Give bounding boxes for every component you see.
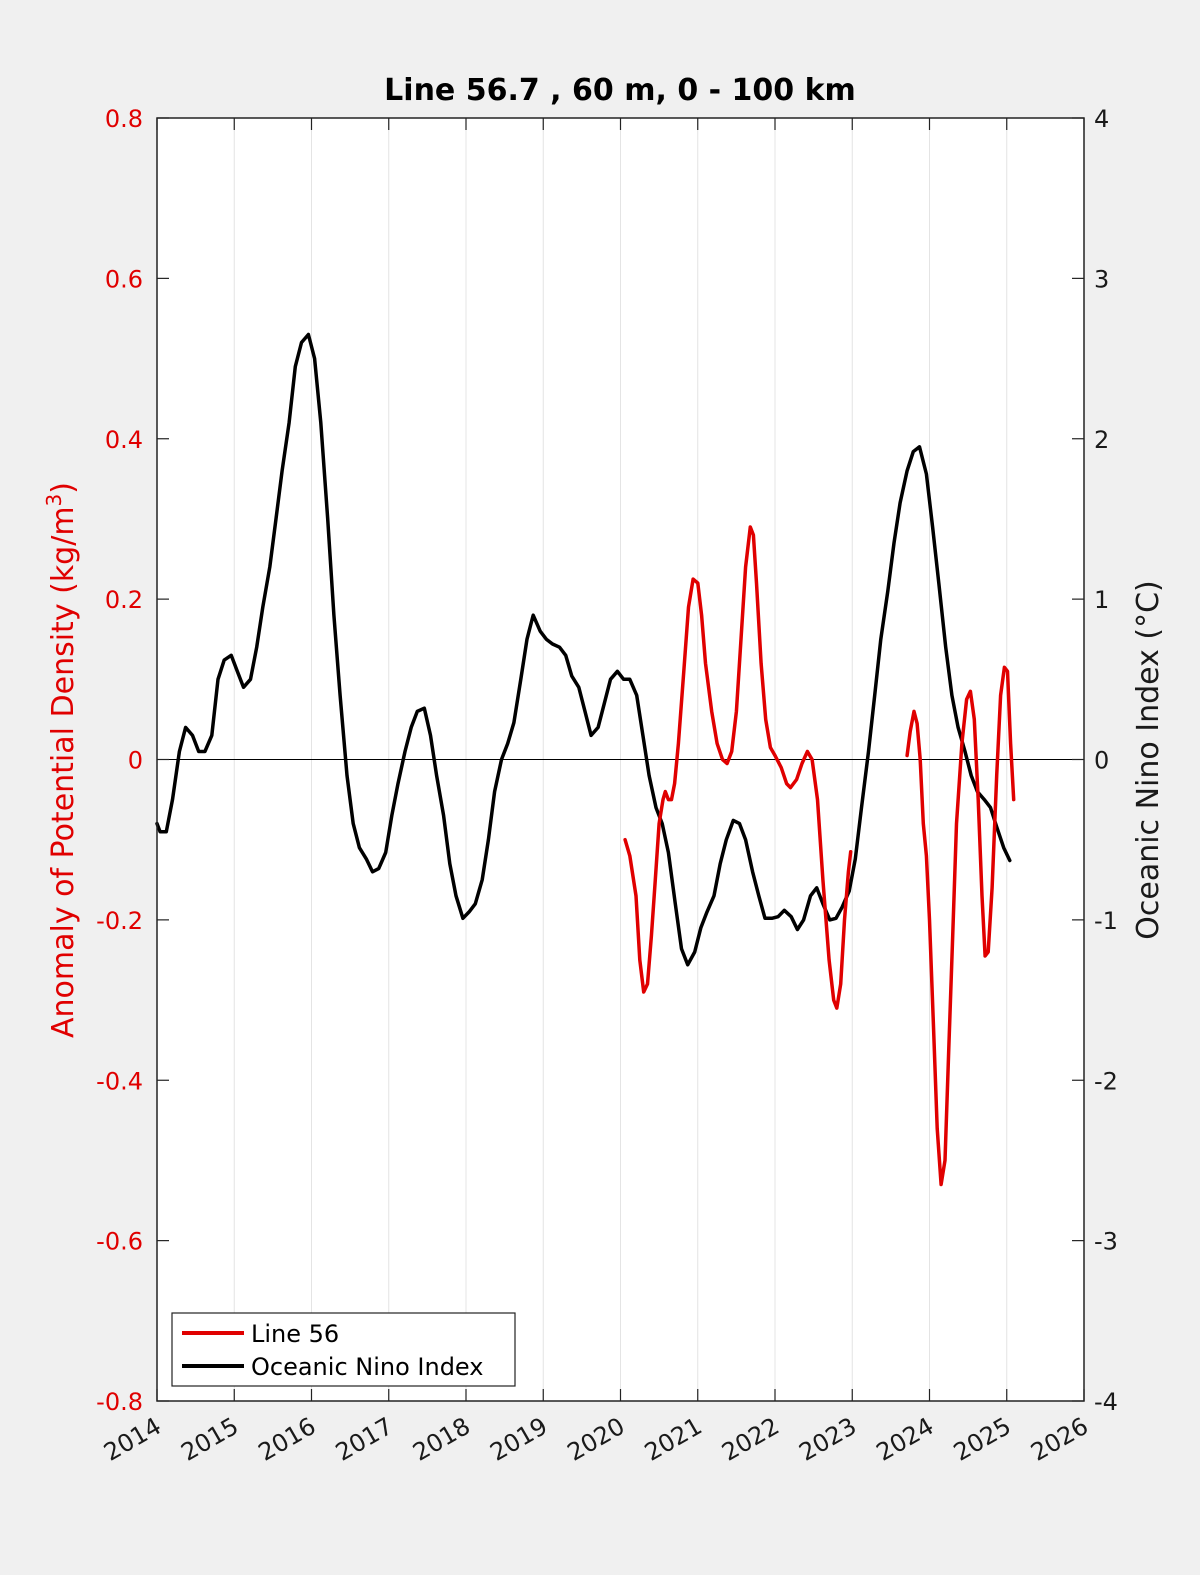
y-left-tick-label: 0	[128, 747, 143, 775]
y-axis-left-label-sup: 3	[42, 494, 66, 507]
x-tick-label: 2017	[331, 1412, 398, 1467]
series-line-line-56	[623, 525, 853, 1010]
x-tick-label: 2014	[99, 1412, 166, 1467]
x-tick-label: 2020	[563, 1412, 630, 1467]
x-tick-label: 2016	[254, 1412, 321, 1467]
y-axis-left-label-end: )	[46, 482, 81, 494]
x-tick-label: 2019	[485, 1412, 552, 1467]
series-line-line-56	[905, 665, 1016, 1187]
legend-box	[171, 1312, 516, 1387]
y-right-tick-label: -2	[1094, 1067, 1118, 1095]
y-right-tick-label: -1	[1094, 907, 1118, 935]
x-tick-label: 2026	[1026, 1412, 1093, 1467]
y-right-tick-label: 4	[1094, 105, 1109, 133]
y-right-tick-label: 1	[1094, 586, 1109, 614]
legend: Line 56 Oceanic Nino Index	[171, 1312, 516, 1387]
y-right-tick-label: 0	[1094, 747, 1109, 775]
x-tick-label: 2018	[408, 1412, 475, 1467]
y-left-tick-label: -0.6	[96, 1228, 143, 1256]
x-tick-label: 2024	[872, 1412, 939, 1467]
y-right-tick-label: -4	[1094, 1388, 1118, 1416]
y-axis-left-label-main: Anomaly of Potential Density (kg/m	[46, 506, 81, 1038]
series-line-oceanic-nino-index	[155, 332, 1012, 967]
y-axis-left-label: Anomaly of Potential Density (kg/m3)	[42, 482, 81, 1038]
legend-label-oni: Oceanic Nino Index	[251, 1353, 483, 1381]
x-tick-label: 2015	[176, 1412, 243, 1467]
y-right-tick-label: 3	[1094, 265, 1109, 293]
series-layer	[155, 332, 1016, 1187]
y-left-tick-label: 0.4	[105, 426, 143, 454]
x-tick-label: 2021	[640, 1412, 707, 1467]
y-left-tick-label: 0.6	[105, 265, 143, 293]
x-tick-label: 2023	[794, 1412, 861, 1467]
y-left-tick-label: 0.8	[105, 105, 143, 133]
chart-title: Line 56.7 , 60 m, 0 - 100 km	[384, 73, 856, 108]
x-tick-label: 2025	[949, 1412, 1016, 1467]
y-left-tick-label: -0.8	[96, 1388, 143, 1416]
y-left-tick-label: -0.2	[96, 907, 143, 935]
y-left-tick-label: 0.2	[105, 586, 143, 614]
y-right-tick-label: 2	[1094, 426, 1109, 454]
legend-label-line56: Line 56	[251, 1320, 339, 1348]
y-axis-right-label: Oceanic Nino Index (°C)	[1131, 580, 1166, 940]
x-tick-label: 2022	[717, 1412, 784, 1467]
y-right-tick-label: -3	[1094, 1228, 1118, 1256]
y-left-tick-label: -0.4	[96, 1067, 143, 1095]
